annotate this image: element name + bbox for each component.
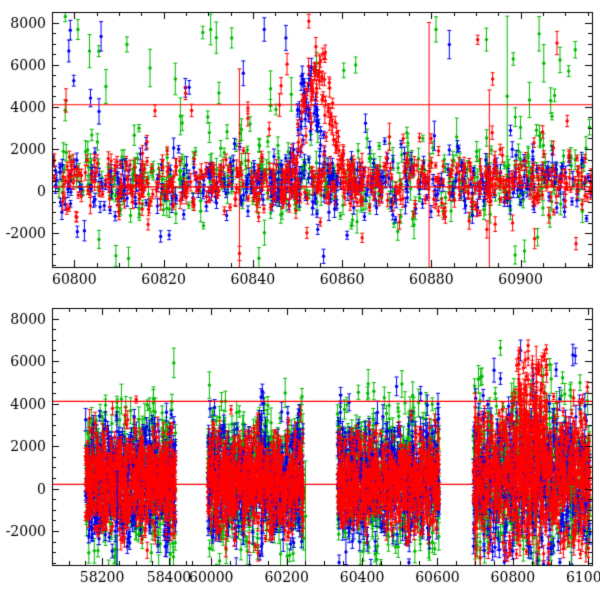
light-curve-canvas bbox=[0, 0, 600, 600]
light-curve-figure bbox=[0, 0, 600, 600]
